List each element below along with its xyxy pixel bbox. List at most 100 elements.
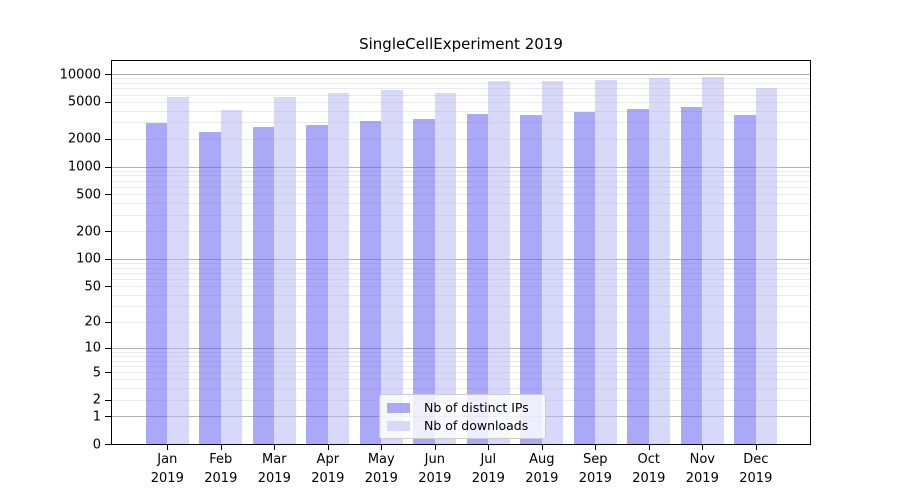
gridline <box>112 278 810 280</box>
bar-distinct-ips <box>199 131 221 444</box>
gridline <box>112 187 810 188</box>
x-tick <box>274 445 276 450</box>
gridline <box>112 258 810 260</box>
gridline <box>112 231 810 232</box>
gridline <box>112 122 810 124</box>
gridline <box>112 214 810 216</box>
bar-downloads <box>220 109 243 444</box>
x-tick-label: Apr 2019 <box>311 452 345 486</box>
y-tick-label: 10 <box>84 340 101 356</box>
bar-distinct-ips <box>734 114 756 444</box>
y-tick <box>105 321 111 323</box>
bar-downloads <box>381 90 403 444</box>
gridline <box>112 347 810 349</box>
y-tick <box>105 444 111 445</box>
chart-title: SingleCellExperiment 2019 <box>359 35 563 53</box>
gridline <box>112 83 810 84</box>
gridline <box>112 306 810 307</box>
legend-swatch-downloads <box>387 420 410 431</box>
x-tick-label: Sep 2019 <box>578 452 612 486</box>
gridline <box>112 74 810 75</box>
x-tick <box>702 445 704 450</box>
y-tick <box>105 138 111 140</box>
y-tick-label: 1 <box>92 409 101 425</box>
legend-item-distinct-ips: Nb of distinct IPs <box>387 400 537 415</box>
x-tick-label: Aug 2019 <box>525 452 559 486</box>
gridline <box>112 203 810 205</box>
y-tick <box>105 231 111 232</box>
gridline <box>112 170 810 172</box>
x-tick <box>381 445 383 450</box>
legend-swatch-distinct-ips <box>387 402 410 413</box>
y-tick-label: 2 <box>92 392 101 408</box>
gridline <box>112 101 810 103</box>
gridline <box>112 78 810 80</box>
x-tick-label: Nov 2019 <box>685 452 719 486</box>
bar-downloads <box>541 81 564 444</box>
gridline <box>112 294 810 296</box>
y-tick <box>105 399 111 401</box>
x-tick <box>434 445 436 450</box>
bar-distinct-ips <box>145 122 168 444</box>
x-tick <box>220 445 222 450</box>
bar-downloads <box>434 92 457 444</box>
y-tick <box>105 101 111 103</box>
grid-layer <box>112 61 810 444</box>
y-tick-label: 1000 <box>67 159 101 175</box>
gridline <box>112 94 810 96</box>
legend-item-downloads: Nb of downloads <box>387 418 537 433</box>
gridline <box>112 272 810 274</box>
x-tick <box>541 445 543 450</box>
gridline <box>112 365 810 367</box>
bar-downloads <box>648 78 671 444</box>
gridline <box>112 166 810 168</box>
x-tick <box>648 445 650 450</box>
gridline <box>112 180 810 182</box>
bar-downloads <box>167 97 189 444</box>
bar-distinct-ips <box>573 112 596 444</box>
gridline <box>112 355 810 357</box>
bar-distinct-ips <box>306 124 328 444</box>
y-tick-label: 5000 <box>67 94 101 110</box>
bar-downloads <box>327 93 350 444</box>
y-tick-label: 20 <box>84 314 101 330</box>
x-tick-label: Mar 2019 <box>257 452 291 486</box>
y-tick-label: 500 <box>76 187 101 203</box>
bar-downloads <box>488 80 510 444</box>
y-tick-label: 200 <box>76 224 101 239</box>
x-tick-label: Oct 2019 <box>632 452 666 486</box>
gridline <box>112 379 810 381</box>
gridline <box>112 321 810 323</box>
plot-area <box>111 60 811 445</box>
y-tick-label: 50 <box>84 279 101 294</box>
bar-distinct-ips <box>466 114 489 444</box>
y-tick-label: 2000 <box>67 131 101 147</box>
x-tick <box>167 445 169 450</box>
bar-downloads <box>702 76 724 444</box>
x-tick-label: Jun 2019 <box>418 452 452 486</box>
y-tick <box>105 372 111 373</box>
y-tick <box>105 258 111 260</box>
y-tick-label: 100 <box>76 251 101 267</box>
gridline <box>112 360 810 362</box>
gridline <box>112 372 810 373</box>
x-tick-label: Jul 2019 <box>471 452 505 486</box>
legend: Nb of distinct IPs Nb of downloads <box>379 394 546 439</box>
gridline <box>112 194 810 196</box>
y-tick-label: 10000 <box>59 67 101 82</box>
gridline <box>112 110 810 112</box>
gridline <box>112 88 810 90</box>
y-tick <box>105 194 111 196</box>
y-tick <box>105 347 111 349</box>
gridline <box>112 388 810 390</box>
x-tick-label: May 2019 <box>364 452 398 486</box>
y-tick-label: 5 <box>92 365 101 380</box>
legend-label-downloads: Nb of downloads <box>424 418 529 433</box>
bar-distinct-ips <box>520 115 542 444</box>
bar-distinct-ips <box>359 120 382 444</box>
x-tick <box>327 445 329 450</box>
y-tick <box>105 74 111 75</box>
gridline <box>112 138 810 140</box>
bar-distinct-ips <box>252 127 275 444</box>
